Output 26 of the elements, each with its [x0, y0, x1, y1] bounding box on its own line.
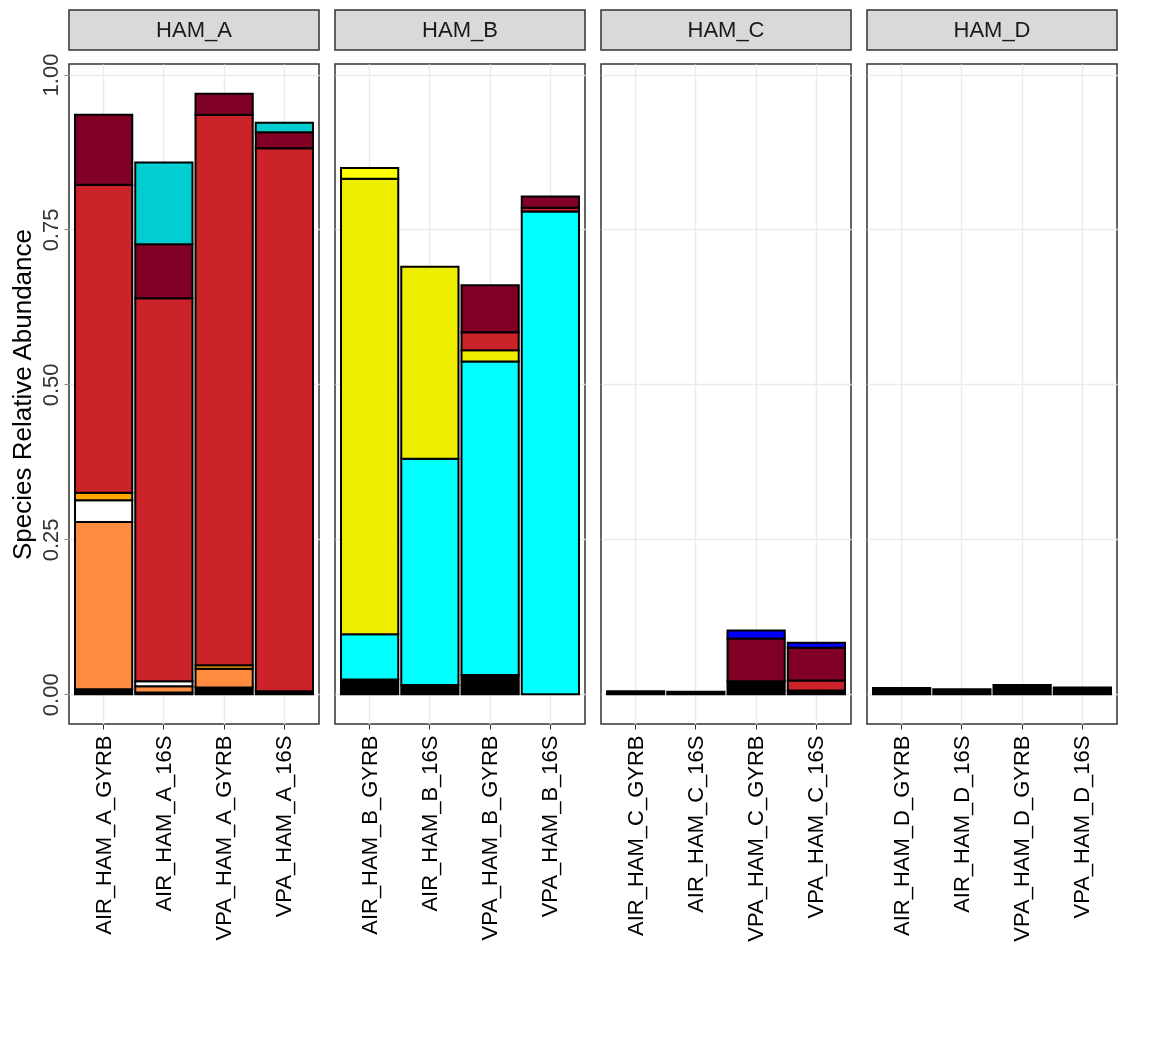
- y-tick-label: 0.75: [37, 208, 63, 252]
- x-tick-label: VPA_HAM_A_16S: [271, 735, 297, 918]
- chart-title: HAM_A: [156, 17, 233, 42]
- y-tick-label: 1.00: [37, 53, 63, 97]
- x-tick-label: AIR_HAM_C_GYRB: [622, 735, 648, 937]
- y-tick-label: 0.50: [37, 363, 63, 407]
- x-tick-label: AIR_HAM_C_16S: [682, 735, 708, 913]
- chart-title: HAM_B: [422, 17, 498, 42]
- x-tick-label: VPA_HAM_C_16S: [803, 735, 829, 919]
- x-tick-label: AIR_HAM_A_16S: [150, 735, 176, 912]
- x-tick-label: VPA_HAM_A_GYRB: [211, 735, 237, 941]
- x-tick-label: AIR_HAM_D_16S: [948, 735, 974, 913]
- x-tick-label: VPA_HAM_D_GYRB: [1009, 735, 1035, 942]
- x-tick-label: AIR_HAM_A_GYRB: [90, 735, 116, 935]
- chart-title: HAM_D: [953, 17, 1031, 42]
- x-tick-label: VPA_HAM_D_16S: [1069, 735, 1095, 919]
- x-tick-label: VPA_HAM_C_GYRB: [743, 735, 769, 942]
- x-tick-label: AIR_HAM_B_16S: [416, 735, 442, 912]
- y-axis-title: Species Relative Abundance: [6, 228, 37, 561]
- y-tick-label: 0.00: [37, 673, 63, 717]
- x-tick-label: VPA_HAM_B_16S: [537, 735, 563, 918]
- chart-title: HAM_C: [687, 17, 765, 42]
- x-tick-label: AIR_HAM_D_GYRB: [888, 735, 914, 937]
- y-tick-label: 0.25: [37, 518, 63, 562]
- x-tick-label: VPA_HAM_B_GYRB: [477, 735, 503, 941]
- x-tick-label: AIR_HAM_B_GYRB: [356, 735, 382, 935]
